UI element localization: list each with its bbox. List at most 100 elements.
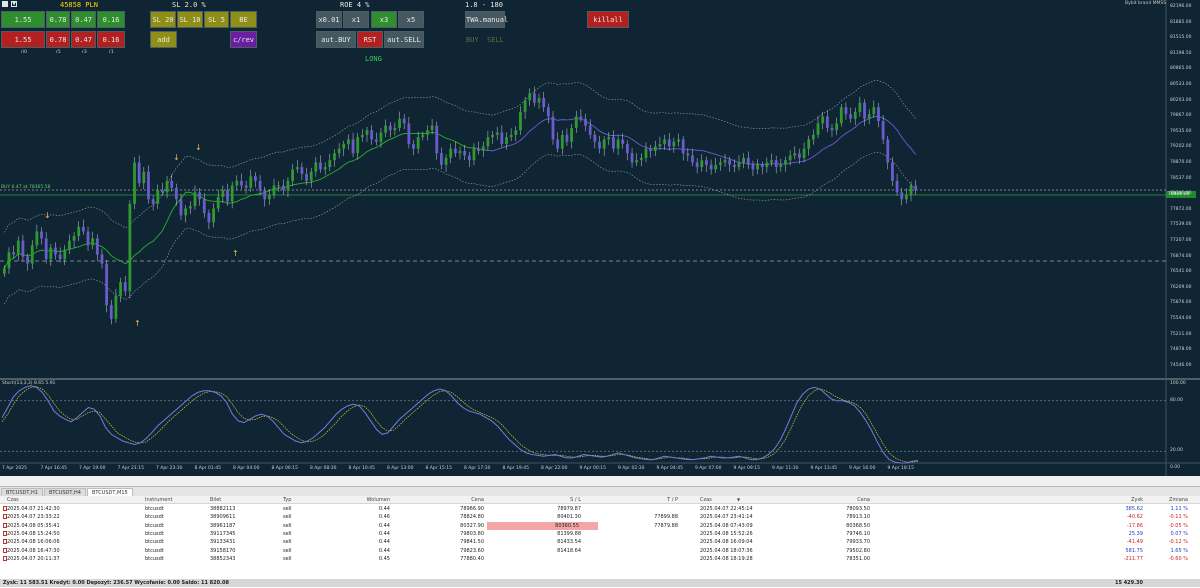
price-axis-label: 79202.00: [1170, 144, 1192, 150]
table-cell: 78913.10: [846, 514, 870, 521]
candle-body: [639, 157, 643, 161]
table-cell: 38852343: [210, 555, 236, 562]
candle-body: [746, 157, 750, 165]
column-header[interactable]: Wolumen: [366, 497, 390, 503]
lower-band: [4, 152, 916, 305]
column-header[interactable]: Czas: [700, 497, 712, 503]
candle-body: [44, 238, 48, 260]
candle-body: [198, 192, 202, 200]
upper-band: [4, 80, 916, 233]
column-header[interactable]: Cena: [857, 497, 870, 503]
price-axis-label: 77207.00: [1170, 238, 1192, 243]
candle-body: [681, 139, 685, 154]
risk-sell-btn-1[interactable]: 1.55: [1, 31, 45, 48]
close-reverse-button[interactable]: c/rev: [230, 31, 257, 48]
risk-sell-btn-3[interactable]: 0.47: [71, 31, 96, 48]
table-cell: 2025.04.08 07:43:09: [700, 522, 753, 529]
column-header[interactable]: Zmiana: [1169, 497, 1188, 503]
table-cell: btcusdt: [145, 522, 164, 529]
candle-body: [802, 148, 806, 158]
table-cell: 81399.88: [557, 530, 581, 537]
sl-percent-label: SL 2.0 %: [172, 1, 206, 9]
candle-body: [607, 137, 611, 140]
column-header[interactable]: Typ: [283, 497, 292, 503]
mult-x5-button[interactable]: x5: [398, 11, 424, 28]
mult-x1-button[interactable]: x1: [343, 11, 369, 28]
kill-all-button[interactable]: killall: [587, 11, 629, 28]
table-cell: -41.49: [1126, 539, 1143, 546]
auto-buy-button[interactable]: aut.BUY: [316, 31, 356, 48]
candle-body: [179, 199, 183, 216]
time-axis-label: 8 Apr 15:15: [425, 466, 452, 471]
column-header[interactable]: Instrument: [145, 497, 173, 503]
risk-btn-4[interactable]: 0.16: [97, 11, 125, 28]
candle-body: [570, 127, 573, 142]
chart-canvas[interactable]: ↓↓↓↑↑↓: [0, 0, 1200, 476]
candle-body: [584, 118, 587, 126]
column-header[interactable]: Zysk: [1131, 497, 1143, 503]
table-row[interactable]: 2025.04.07 23:33:22 btcusdt 38909611 sell 0.…: [0, 513, 1200, 521]
table-cell: 0.44: [378, 530, 390, 537]
mult-x3-button[interactable]: x3: [371, 11, 397, 28]
column-header[interactable]: Czas: [7, 497, 19, 503]
table-cell: 77879.88: [654, 522, 678, 529]
reset-button[interactable]: RST: [357, 31, 383, 48]
table-row[interactable]: 2025.04.07 20:11:37 btcusdt 38852343 sell 0.…: [0, 555, 1200, 563]
chevron-down-icon[interactable]: ▼: [11, 1, 17, 7]
risk-sell-btn-2[interactable]: 0.78: [46, 31, 70, 48]
candle-body: [230, 185, 234, 202]
candle-body: [226, 190, 229, 202]
moving-average-purple: [478, 115, 917, 166]
candle-body: [360, 134, 364, 138]
table-cell: -0.11 %: [1168, 514, 1188, 521]
risk-btn-2[interactable]: 0.78: [46, 11, 70, 28]
price-axis-label: 76541.00: [1170, 269, 1192, 275]
sl-10-button[interactable]: SL 10: [177, 11, 203, 28]
candle-body: [21, 240, 25, 257]
candle-body: [356, 137, 360, 154]
auto-sell-button[interactable]: aut.SELL: [384, 31, 424, 48]
column-header[interactable]: T / P: [667, 497, 678, 503]
candle-body: [481, 146, 485, 151]
table-cell: 39117345: [210, 530, 236, 537]
table-row[interactable]: 2025.04.08 16:06:06 btcusdt 39133431 sell 0.…: [0, 538, 1200, 546]
table-cell: 2025.04.08 16:09:04: [700, 539, 753, 546]
candle-body: [58, 254, 62, 260]
roe-label: ROE 4 %: [340, 1, 370, 9]
candle-body: [388, 125, 392, 131]
candle-body: [663, 139, 666, 145]
candle-body: [598, 141, 601, 149]
candle-body: [81, 226, 85, 232]
sl-5-button[interactable]: SL 5: [204, 11, 229, 28]
price-chart[interactable]: ↓↓↓↑↑↓ 45858 PLN 1.55 0.78 0.47 0.16 1.5…: [0, 0, 1200, 476]
candle-body: [839, 107, 843, 124]
table-row[interactable]: 2025.04.08 15:24:50 btcusdt 39117345 sell 0.…: [0, 530, 1200, 538]
window-menu-icon[interactable]: [2, 1, 8, 7]
risk-btn-3[interactable]: 0.47: [71, 11, 96, 28]
mult-x001-button[interactable]: x0.01: [316, 11, 342, 28]
candle-body: [54, 247, 57, 255]
candle-body: [109, 305, 113, 319]
candle-body: [881, 121, 885, 140]
table-row[interactable]: 2025.04.08 05:35:41 btcusdt 38961187 sell 0.…: [0, 521, 1200, 530]
breakeven-button[interactable]: BE: [230, 11, 257, 28]
time-axis-label: 9 Apr 07:00: [695, 466, 722, 471]
price-axis-label: 80865.00: [1170, 66, 1192, 72]
risk-btn-1[interactable]: 1.55: [1, 11, 45, 28]
table-cell: 78979.87: [557, 506, 581, 512]
risk-sell-btn-4[interactable]: 0.16: [97, 31, 125, 48]
sl-20-button[interactable]: SL 20: [150, 11, 176, 28]
add-button[interactable]: add: [150, 31, 177, 48]
candle-body: [709, 164, 713, 170]
column-header[interactable]: Cena: [471, 497, 484, 503]
candle-body: [319, 162, 322, 170]
table-row[interactable]: 2025.04.07 21:42:30 btcusdt 38882113 sell 0.…: [0, 505, 1200, 513]
column-header[interactable]: S / L: [570, 497, 581, 503]
candle-body: [872, 107, 876, 115]
table-row[interactable]: 2025.04.08 16:47:30 btcusdt 39158170 sell 0.…: [0, 547, 1200, 555]
candle-body: [128, 203, 132, 292]
candle-body: [267, 194, 271, 200]
column-header[interactable]: Bilet: [210, 497, 222, 503]
twa-manual-button[interactable]: TWA.manual: [465, 11, 508, 28]
candle-body: [221, 190, 225, 197]
